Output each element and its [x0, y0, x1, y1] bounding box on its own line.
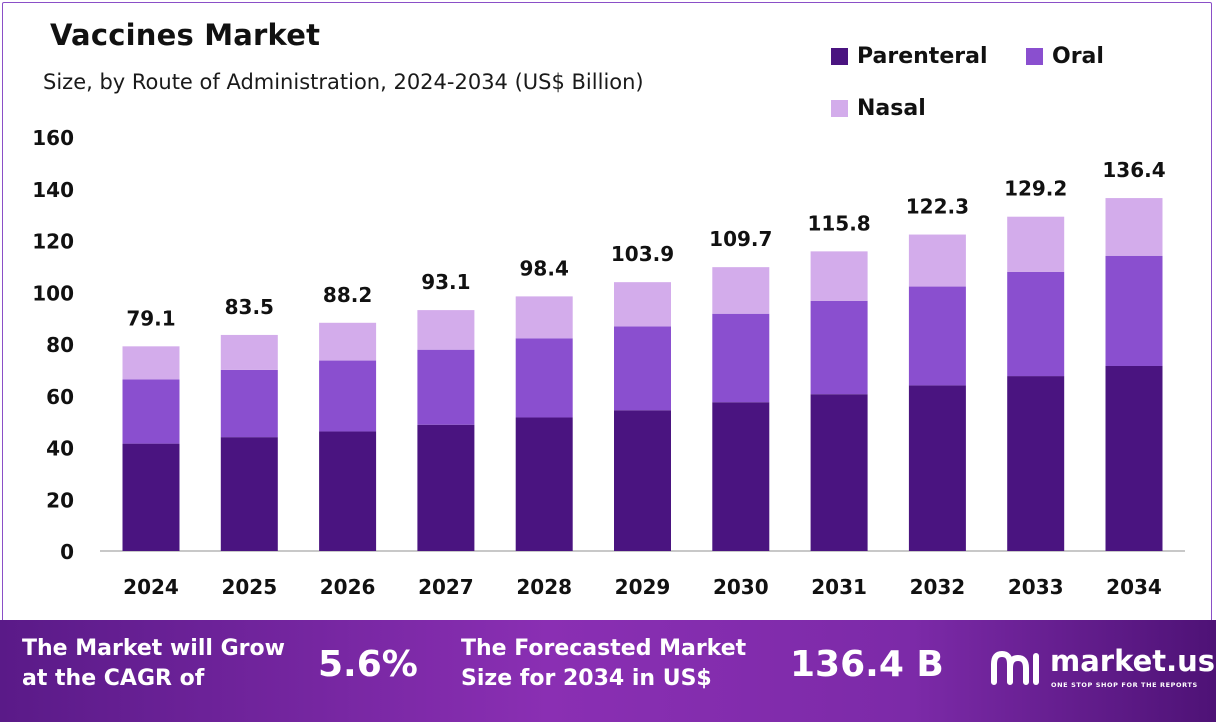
bar-nasal-2028	[515, 296, 573, 339]
stacked-bar-chart: 0 20 40 60 80 100 120 140 160 79.1 2024 83.5 2025 88.…	[32, 126, 1185, 599]
bar-parenteral-2029	[614, 410, 671, 551]
chart-title: Vaccines Market	[50, 18, 321, 52]
y-tick-label: 80	[46, 333, 74, 357]
bar-oral-2031	[810, 300, 868, 395]
legend-label-oral: Oral	[1052, 44, 1104, 69]
y-tick-label: 60	[46, 385, 74, 409]
legend-swatch-parenteral	[831, 48, 848, 65]
bar-oral-2027	[417, 349, 475, 425]
data-label-total: 136.4	[1102, 158, 1165, 182]
bar-parenteral-2026	[319, 431, 377, 551]
bar-oral-2024	[122, 379, 180, 444]
y-tick-label: 100	[32, 281, 74, 305]
y-tick-label: 120	[32, 230, 74, 254]
x-tick-label: 2029	[615, 575, 671, 599]
bar-nasal-2026	[319, 322, 377, 361]
data-label-total: 129.2	[1004, 177, 1067, 201]
legend-item-nasal: Nasal	[831, 96, 926, 121]
chart-legend: Parenteral Oral Nasal	[831, 44, 1191, 134]
legend-label-parenteral: Parenteral	[857, 44, 988, 69]
bar-oral-2034	[1105, 255, 1163, 366]
bar-oral-2025	[220, 369, 278, 438]
bar-oral-2028	[515, 338, 573, 418]
cagr-label: The Market will Grow at the CAGR of	[22, 634, 285, 694]
brand-name: market.us	[1050, 644, 1216, 678]
bar-nasal-2034	[1105, 198, 1163, 256]
bar-oral-2026	[319, 360, 377, 432]
bar-nasal-2032	[908, 234, 966, 287]
bar-oral-2029	[614, 326, 671, 411]
x-tick-label: 2028	[516, 575, 572, 599]
brand: market.us ONE STOP SHOP FOR THE REPORTS	[990, 644, 1215, 696]
bar-nasal-2027	[417, 310, 475, 350]
legend-swatch-oral	[1026, 48, 1043, 65]
data-label-total: 122.3	[906, 195, 969, 219]
data-label-total: 88.2	[323, 283, 372, 307]
bar-oral-2030	[712, 313, 770, 403]
summary-banner: The Market will Grow at the CAGR of 5.6%…	[0, 620, 1216, 722]
bar-nasal-2033	[1007, 216, 1065, 272]
cagr-label-line-1: The Market will Grow	[22, 636, 285, 661]
data-label-total: 98.4	[520, 256, 569, 280]
x-tick-label: 2031	[811, 575, 867, 599]
chart-subtitle: Size, by Route of Administration, 2024-2…	[43, 70, 644, 94]
cagr-value: 5.6%	[318, 644, 418, 685]
y-tick-label: 0	[60, 540, 74, 564]
data-label-total: 115.8	[807, 211, 870, 235]
x-tick-label: 2030	[713, 575, 769, 599]
x-tick-label: 2034	[1106, 575, 1162, 599]
cagr-label-line-2: at the CAGR of	[22, 666, 205, 691]
bar-parenteral-2027	[417, 424, 475, 551]
x-tick-label: 2032	[910, 575, 966, 599]
bar-parenteral-2024	[122, 443, 180, 551]
data-label-total: 83.5	[225, 295, 274, 319]
forecast-label-line-1: The Forecasted Market	[461, 636, 747, 661]
y-tick-label: 20	[46, 488, 74, 512]
bar-nasal-2029	[614, 282, 671, 327]
bar-parenteral-2030	[712, 402, 770, 551]
brand-tagline: ONE STOP SHOP FOR THE REPORTS	[1051, 681, 1198, 689]
bar-parenteral-2032	[908, 385, 966, 551]
data-label-total: 109.7	[709, 227, 772, 251]
forecast-label: The Forecasted Market Size for 2034 in U…	[461, 634, 746, 694]
y-tick-label: 160	[32, 126, 74, 150]
data-label-total: 103.9	[611, 242, 674, 266]
bar-parenteral-2034	[1105, 365, 1163, 551]
bar-parenteral-2033	[1007, 376, 1065, 551]
legend-item-parenteral: Parenteral	[831, 44, 988, 69]
legend-item-oral: Oral	[1026, 44, 1104, 69]
x-tick-label: 2025	[221, 575, 277, 599]
y-tick-label: 140	[32, 178, 74, 202]
market-us-logo-icon	[991, 650, 1039, 685]
data-label-total: 79.1	[126, 306, 175, 330]
bar-nasal-2024	[122, 346, 180, 380]
legend-label-nasal: Nasal	[857, 96, 926, 121]
legend-swatch-nasal	[831, 100, 848, 117]
bar-nasal-2025	[220, 334, 278, 370]
data-label-total: 93.1	[421, 270, 470, 294]
bar-oral-2033	[1007, 271, 1065, 377]
bar-parenteral-2028	[515, 417, 573, 551]
bar-parenteral-2025	[220, 437, 278, 551]
forecast-value: 136.4 B	[790, 644, 944, 685]
x-tick-label: 2026	[320, 575, 376, 599]
bar-oral-2032	[908, 286, 966, 386]
x-tick-label: 2024	[123, 575, 179, 599]
y-tick-label: 40	[46, 437, 74, 461]
bar-nasal-2031	[810, 251, 868, 301]
x-tick-label: 2027	[418, 575, 474, 599]
forecast-label-line-2: Size for 2034 in US$	[461, 666, 712, 691]
bar-parenteral-2031	[810, 394, 868, 551]
x-tick-label: 2033	[1008, 575, 1064, 599]
bar-nasal-2030	[712, 267, 770, 314]
